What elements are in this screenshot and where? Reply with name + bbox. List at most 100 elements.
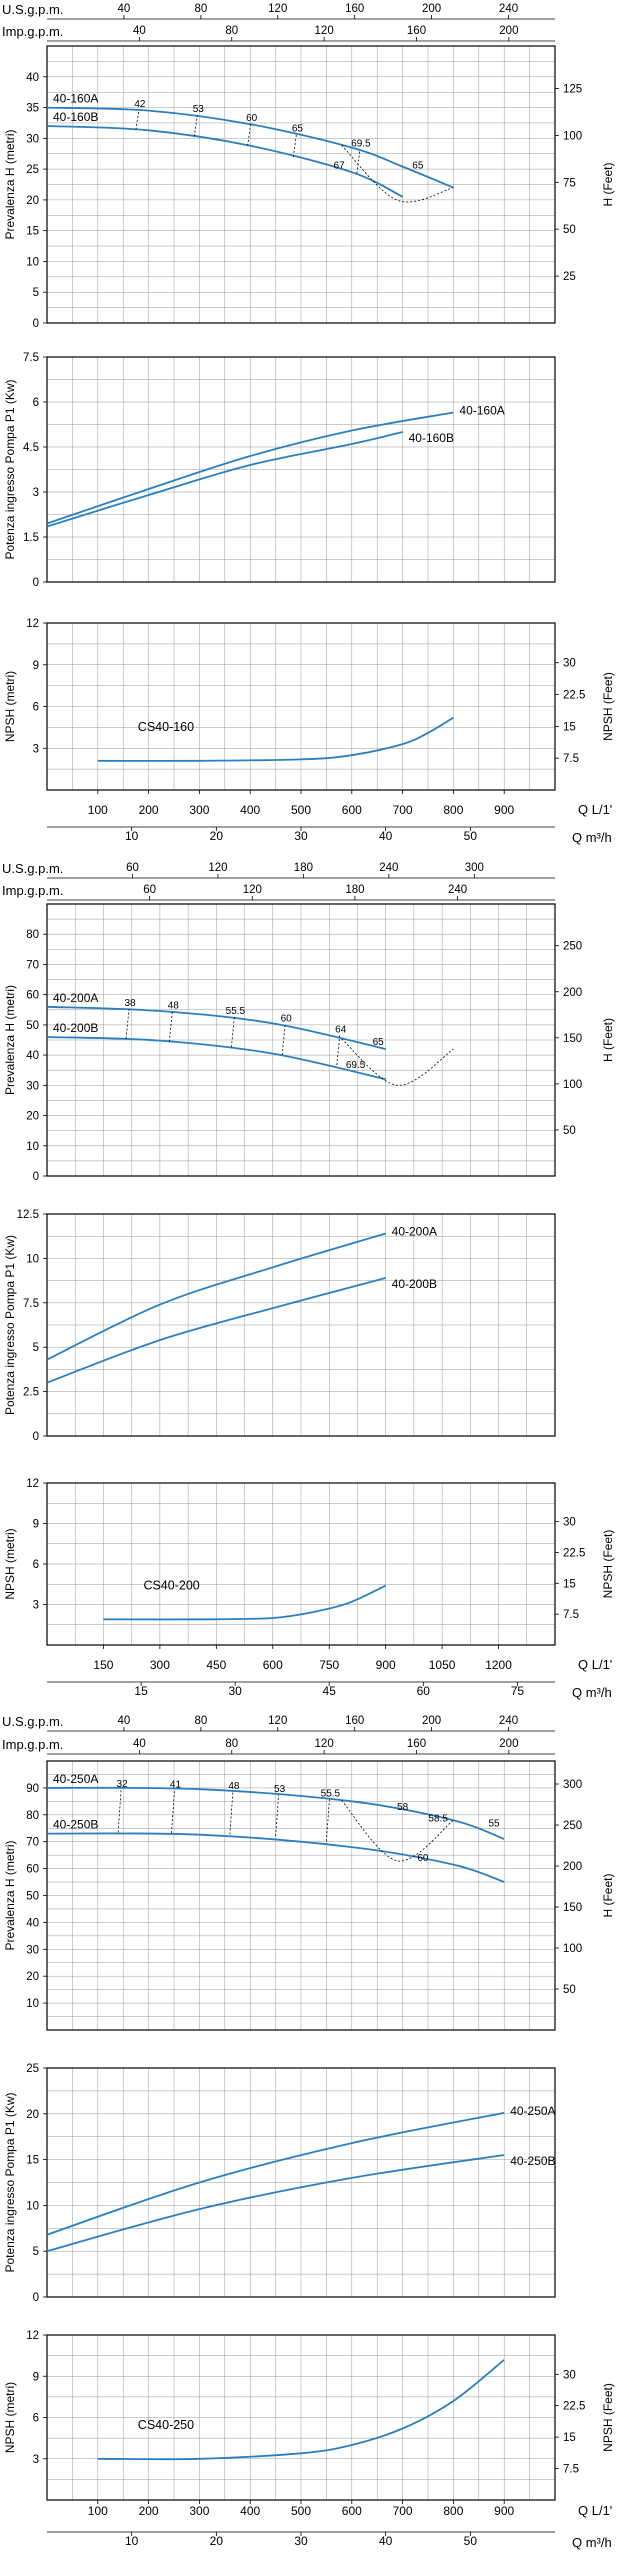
bottom-scale-tick-label: 10	[125, 2534, 139, 2548]
series-line-40-250A	[46, 2112, 505, 2236]
y-tick-label: 12.5	[17, 1209, 39, 1221]
series-line-40-250B	[46, 2154, 505, 2253]
scale-tick-label: 160	[407, 1738, 426, 1750]
flow-tick-label: 300	[189, 2504, 209, 2518]
panel-frame	[46, 1213, 556, 1437]
scale-tick-label: 40	[118, 1715, 131, 1727]
right-tick-label: 50	[563, 1984, 576, 1996]
flow-tick-label: 300	[150, 1658, 170, 1672]
right-tick-label: 200	[563, 987, 582, 999]
y-tick-label: 10	[26, 1141, 39, 1153]
right-tick-label: 22.5	[563, 2401, 585, 2413]
series-line-CS40-160	[97, 716, 454, 762]
y-tick-label: 50	[26, 1020, 39, 1032]
panel-frame	[46, 903, 556, 1177]
y-tick-label: 20	[26, 2109, 39, 2121]
y-axis-label: NPSH (metri)	[3, 2382, 17, 2453]
efficiency-label: 55.5	[321, 1789, 341, 1800]
y-axis-label: Potenza ingresso Pompa P1 (Kw)	[3, 379, 17, 559]
efficiency-line	[326, 1799, 330, 1842]
scale-tick-label: 200	[499, 1738, 518, 1750]
series-line-40-160A	[46, 411, 454, 525]
y-tick-label: 5	[33, 2246, 39, 2258]
bottom-scale-tick-label: 75	[511, 1684, 525, 1698]
panel-40-160-1: 0 5 10 15 20 25 30 35 40 Prevalenza H (metri) 25 50…	[3, 45, 615, 330]
y-axis-label: Prevalenza H (metri)	[3, 129, 17, 239]
right-tick-label: 250	[563, 941, 582, 953]
right-axis-label: NPSH (Feet)	[601, 2383, 615, 2452]
scale-tick-label: 200	[422, 3, 441, 15]
y-tick-label: 10	[26, 1998, 39, 2010]
y-tick-label: 6	[33, 2413, 39, 2425]
efficiency-label: 53	[274, 1784, 286, 1795]
series-label: CS40-160	[138, 720, 194, 734]
scale-tick-label: 120	[315, 25, 334, 37]
scale-tick-label: 80	[225, 25, 238, 37]
efficiency-label: 65	[373, 1037, 385, 1048]
flow-tick-label: 600	[342, 2504, 362, 2518]
series-line-CS40-200	[103, 1584, 387, 1621]
bottom-scale-tick-label: 30	[294, 829, 308, 843]
series-line-40-250A	[46, 1786, 505, 1840]
scale-tick-label: 80	[194, 1715, 207, 1727]
flow-tick-label: 1200	[485, 1658, 512, 1672]
series-line-40-200A	[46, 1232, 386, 1361]
efficiency-label: 67	[334, 160, 346, 171]
y-axis-label: Potenza ingresso Pompa P1 (Kw)	[3, 1235, 17, 1415]
flow-tick-label: 1050	[429, 1658, 456, 1672]
efficiency-label: 48	[168, 1001, 180, 1012]
flow-tick-label: 600	[263, 1658, 283, 1672]
y-tick-label: 0	[33, 2292, 39, 2304]
scale-label: Imp.g.p.m.	[2, 1737, 63, 1752]
bottom-scale-tick-label: 20	[210, 2534, 224, 2548]
right-tick-label: 150	[563, 1033, 582, 1045]
right-tick-label: 25	[563, 271, 576, 283]
series-label: 40-250B	[53, 1818, 98, 1832]
flow-tick-label: 750	[319, 1658, 339, 1672]
right-tick-label: 15	[563, 721, 576, 733]
efficiency-loop	[341, 144, 454, 203]
efficiency-line	[281, 1024, 286, 1056]
series-label: 40-160A	[53, 92, 98, 106]
series-label: 40-250B	[510, 2154, 555, 2168]
right-tick-label: 15	[563, 2432, 576, 2444]
y-tick-label: 6	[33, 1559, 39, 1571]
efficiency-label: 53	[193, 104, 205, 115]
efficiency-label: 69.5	[351, 138, 371, 149]
flow-tick-label: 700	[393, 803, 413, 817]
y-tick-label: 4.5	[23, 442, 39, 454]
flow-axis-label: Q L/1'	[578, 2503, 612, 2518]
series-label: 40-160B	[53, 110, 98, 124]
scale-tick-label: 200	[422, 1715, 441, 1727]
scale-tick-label: 200	[499, 25, 518, 37]
y-tick-label: 3	[33, 1600, 39, 1612]
right-tick-label: 75	[563, 177, 576, 189]
y-tick-label: 10	[26, 2200, 39, 2212]
bottom-scale-tick-label: 50	[464, 2534, 478, 2548]
y-tick-label: 60	[26, 1864, 39, 1876]
scale-tick-label: 120	[268, 1715, 287, 1727]
panel-40-200-1: 0 10 20 30 40 50 60 70 80 Prevalenza H (metri) 50 1…	[3, 903, 615, 1183]
right-tick-label: 150	[563, 1902, 582, 1914]
flow-tick-label: 200	[139, 2504, 159, 2518]
y-tick-label: 6	[33, 397, 39, 409]
y-tick-label: 25	[26, 164, 39, 176]
y-tick-label: 5	[33, 1342, 39, 1354]
panel-40-250-3: 3 6 9 12 NPSH (metri) 7.5 15 22.5 30 NPSH (Feet) C…	[3, 2330, 615, 2501]
scale-tick-label: 180	[345, 884, 364, 896]
scale-label: U.S.g.p.m.	[2, 1714, 63, 1729]
scale-tick-label: 80	[225, 1738, 238, 1750]
flow-tick-label: 450	[206, 1658, 226, 1672]
scale-tick-label: 80	[194, 3, 207, 15]
bottom-scale-label: Q m³/h	[572, 830, 612, 845]
series-label: 40-250A	[510, 2104, 555, 2118]
y-tick-label: 15	[26, 226, 39, 238]
right-axis-label: H (Feet)	[601, 162, 615, 206]
scale-tick-label: 60	[143, 884, 156, 896]
y-tick-label: 9	[33, 1519, 39, 1531]
y-tick-label: 7.5	[23, 1298, 39, 1310]
right-tick-label: 7.5	[563, 2464, 579, 2476]
right-tick-label: 100	[563, 1079, 582, 1091]
